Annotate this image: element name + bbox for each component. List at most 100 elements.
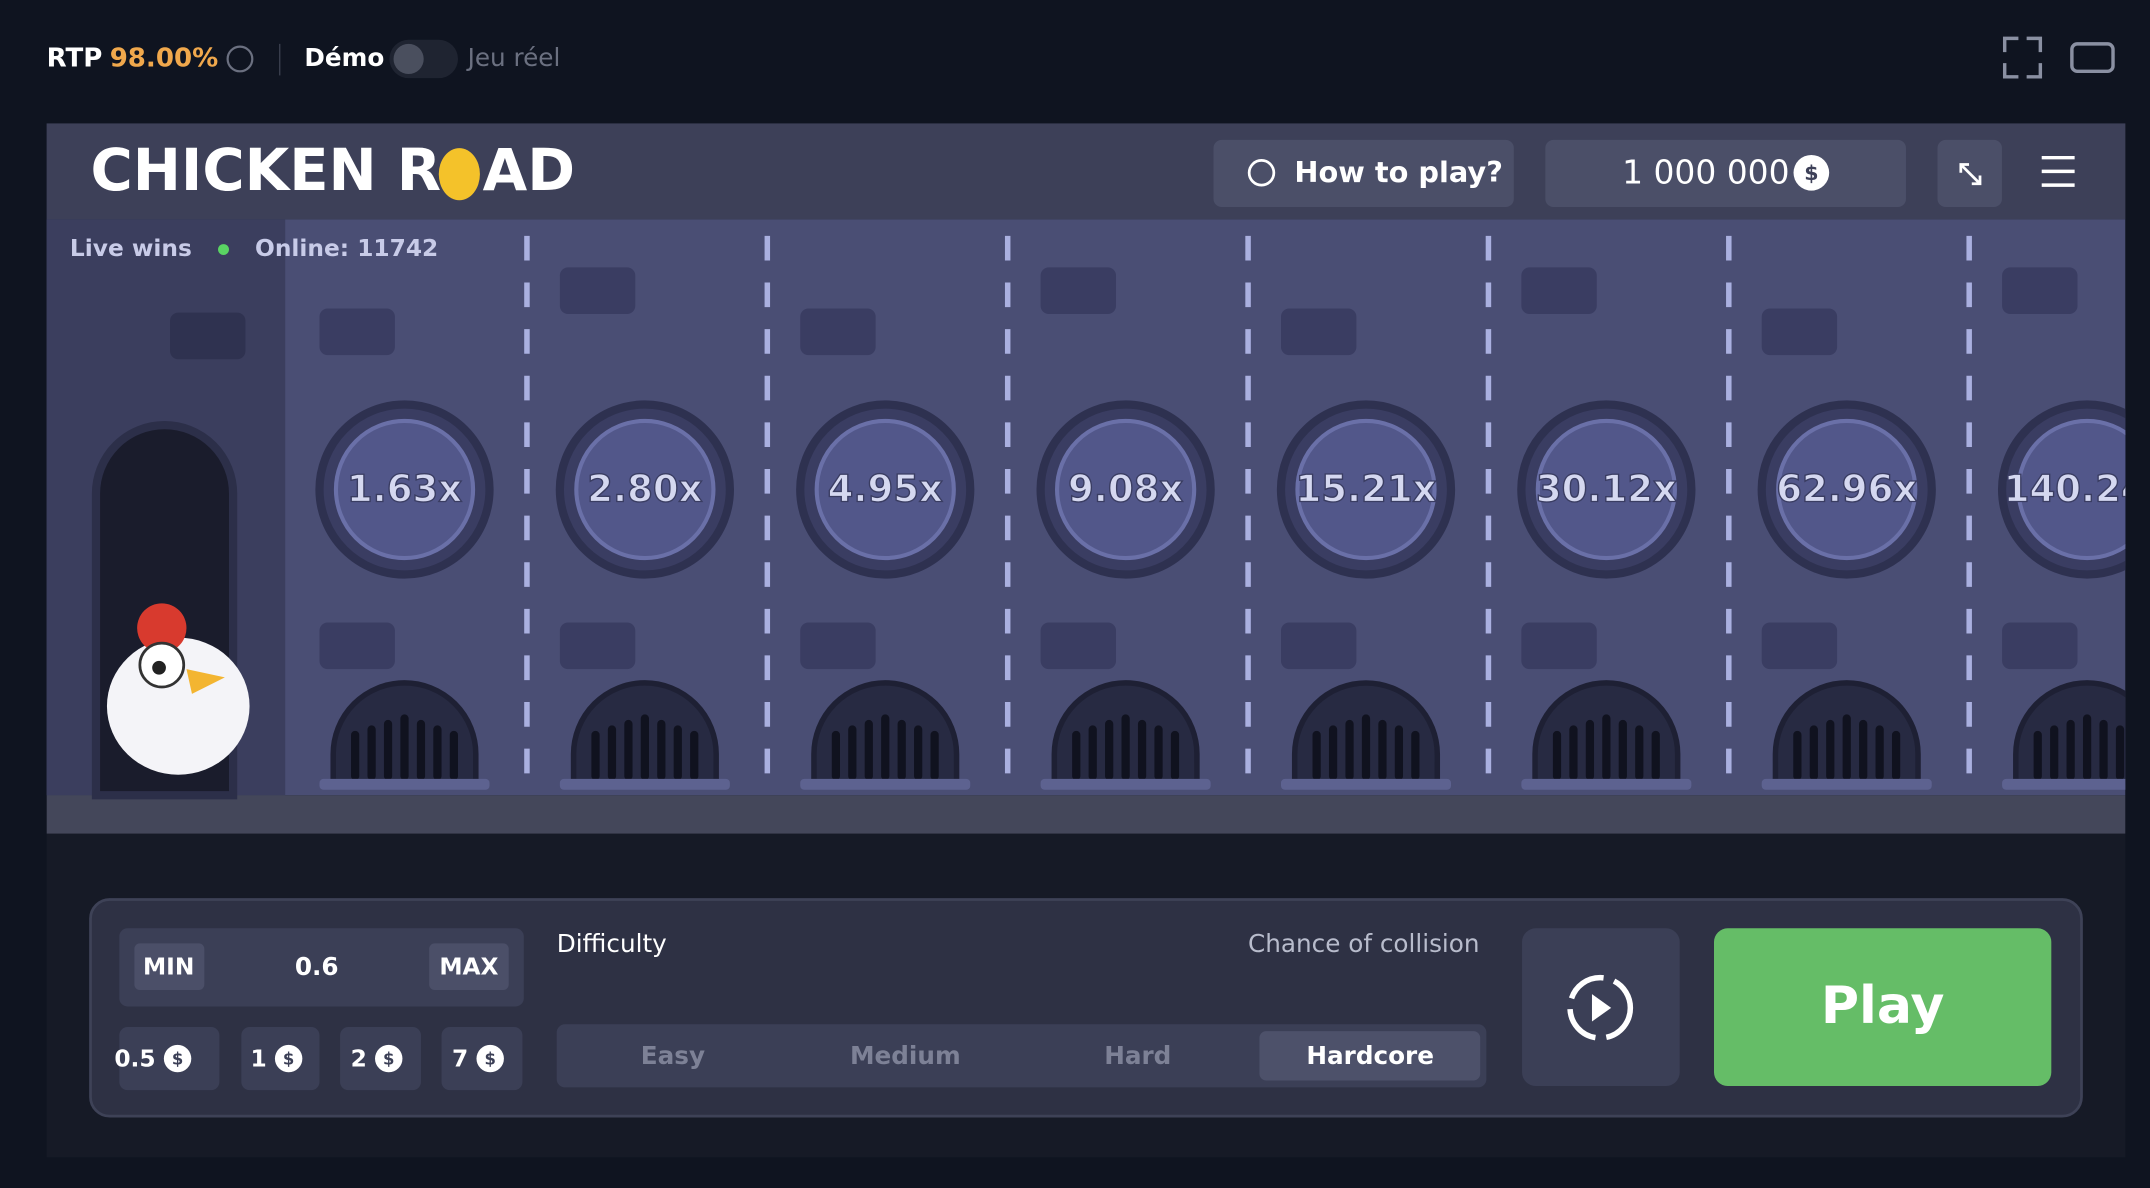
play-button[interactable] <box>1714 928 2052 1086</box>
bet-box <box>119 928 524 1007</box>
how-to-play-button[interactable] <box>1213 139 1514 208</box>
brick <box>1521 622 1597 670</box>
online-count: Online: 11742 <box>255 235 438 262</box>
menu-icon[interactable] <box>2041 155 2075 187</box>
brick <box>319 308 395 356</box>
multiplier: 140.24x <box>2004 467 2150 510</box>
multiplier: 1.63x <box>347 467 462 510</box>
brick <box>559 622 636 670</box>
rtp-label: RTP <box>47 43 103 73</box>
brick <box>559 267 636 315</box>
multiplier: 30.12x <box>1536 467 1677 510</box>
brick <box>1761 622 1838 670</box>
fullscreen-icon[interactable] <box>2002 36 2043 79</box>
logo-right: AD <box>483 137 575 204</box>
multiplier-coin <box>814 418 956 561</box>
road: Live wins Online: 11742 1.63x 2.80x 4.95x 9.0… <box>46 219 2150 834</box>
currency-badge <box>375 1044 403 1073</box>
auto-play-icon <box>1591 994 1612 1022</box>
multiplier-coin <box>1535 418 1677 561</box>
chicken-beak <box>186 669 225 694</box>
multiplier-coin <box>1055 418 1197 561</box>
brick <box>1280 308 1357 356</box>
brick <box>1280 622 1357 670</box>
grate-base <box>1280 778 1452 790</box>
brick <box>1761 308 1838 356</box>
brick <box>1040 267 1117 315</box>
currency-badge <box>274 1044 303 1073</box>
grate-base <box>1761 778 1932 790</box>
grate-base <box>1521 778 1692 790</box>
grate-base <box>1040 778 1211 790</box>
chicken-pupil <box>152 660 166 675</box>
multiplier-coin <box>2016 418 2126 561</box>
balance: 1 000 000 <box>1622 153 1789 192</box>
currency: $ <box>383 1049 394 1068</box>
difficulty-label: Difficulty <box>557 929 667 958</box>
expand-icon <box>1959 163 1982 186</box>
live-wins: Live wins <box>70 235 192 262</box>
bet-amount: 0.6 <box>295 952 339 981</box>
brick <box>2002 622 2078 670</box>
currency: $ <box>484 1049 495 1068</box>
brick <box>1521 267 1597 315</box>
brick <box>319 622 395 670</box>
rtp-value: 98.00% <box>110 43 219 73</box>
collision-label: Chance of collision <box>1248 929 1480 958</box>
max-button[interactable] <box>429 943 509 991</box>
grate-base <box>319 778 490 790</box>
quick-bet: 2 <box>351 1045 367 1072</box>
multiplier-coin <box>1776 418 1918 561</box>
multiplier: 15.21x <box>1296 467 1437 510</box>
multiplier-coin <box>333 418 476 561</box>
min-button[interactable] <box>134 943 205 991</box>
currency: $ <box>172 1049 183 1068</box>
multiplier: 2.80x <box>587 467 702 510</box>
currency-badge <box>476 1044 504 1073</box>
auto-icon <box>1567 974 1634 1041</box>
theater-icon[interactable] <box>2070 42 2115 74</box>
multiplier: 9.08x <box>1068 467 1183 510</box>
multiplier-coin <box>574 418 716 561</box>
brick <box>800 622 876 670</box>
multiplier: 62.96x <box>1776 467 1917 510</box>
real-label: Jeu réel <box>466 43 561 72</box>
quick-bet: 0.5 <box>114 1045 155 1072</box>
currency: $ <box>283 1049 294 1068</box>
currency-badge <box>1793 154 1830 191</box>
difficulty-option[interactable]: Hard <box>1104 1041 1171 1070</box>
demo-label: Démo <box>304 43 384 72</box>
difficulty-option[interactable]: Easy <box>641 1041 705 1070</box>
multiplier-coin <box>1295 418 1437 561</box>
curb <box>46 795 2126 834</box>
difficulty-option[interactable]: Medium <box>850 1041 961 1070</box>
currency: $ <box>1804 161 1818 185</box>
mode-toggle-knob <box>393 43 424 75</box>
chicken-comb <box>137 603 187 653</box>
multiplier: 4.95x <box>828 467 943 510</box>
difficulty-option[interactable]: Hardcore <box>1306 1041 1434 1070</box>
info-icon <box>1247 159 1276 187</box>
difficulty-selected <box>1259 1031 1481 1081</box>
rtp-help-icon[interactable] <box>226 45 254 73</box>
grate-base <box>559 778 730 790</box>
brick <box>1040 622 1117 670</box>
online-dot <box>218 244 229 256</box>
logo-left: CHICKEN R <box>90 137 441 204</box>
brick <box>2002 267 2078 315</box>
grate-base <box>800 778 971 790</box>
how-to-play: How to play? <box>1294 155 1502 189</box>
currency-badge <box>163 1044 192 1073</box>
difficulty-bar <box>556 1024 1487 1088</box>
brick <box>170 312 246 360</box>
quick-bet: 1 <box>250 1045 266 1072</box>
play-label: Play <box>1821 976 1945 1036</box>
quick-bet: 7 <box>452 1045 468 1072</box>
max-label: MAX <box>439 954 498 981</box>
logo-egg <box>438 148 480 201</box>
min-label: MIN <box>143 954 194 981</box>
grate-base <box>2002 778 2126 790</box>
